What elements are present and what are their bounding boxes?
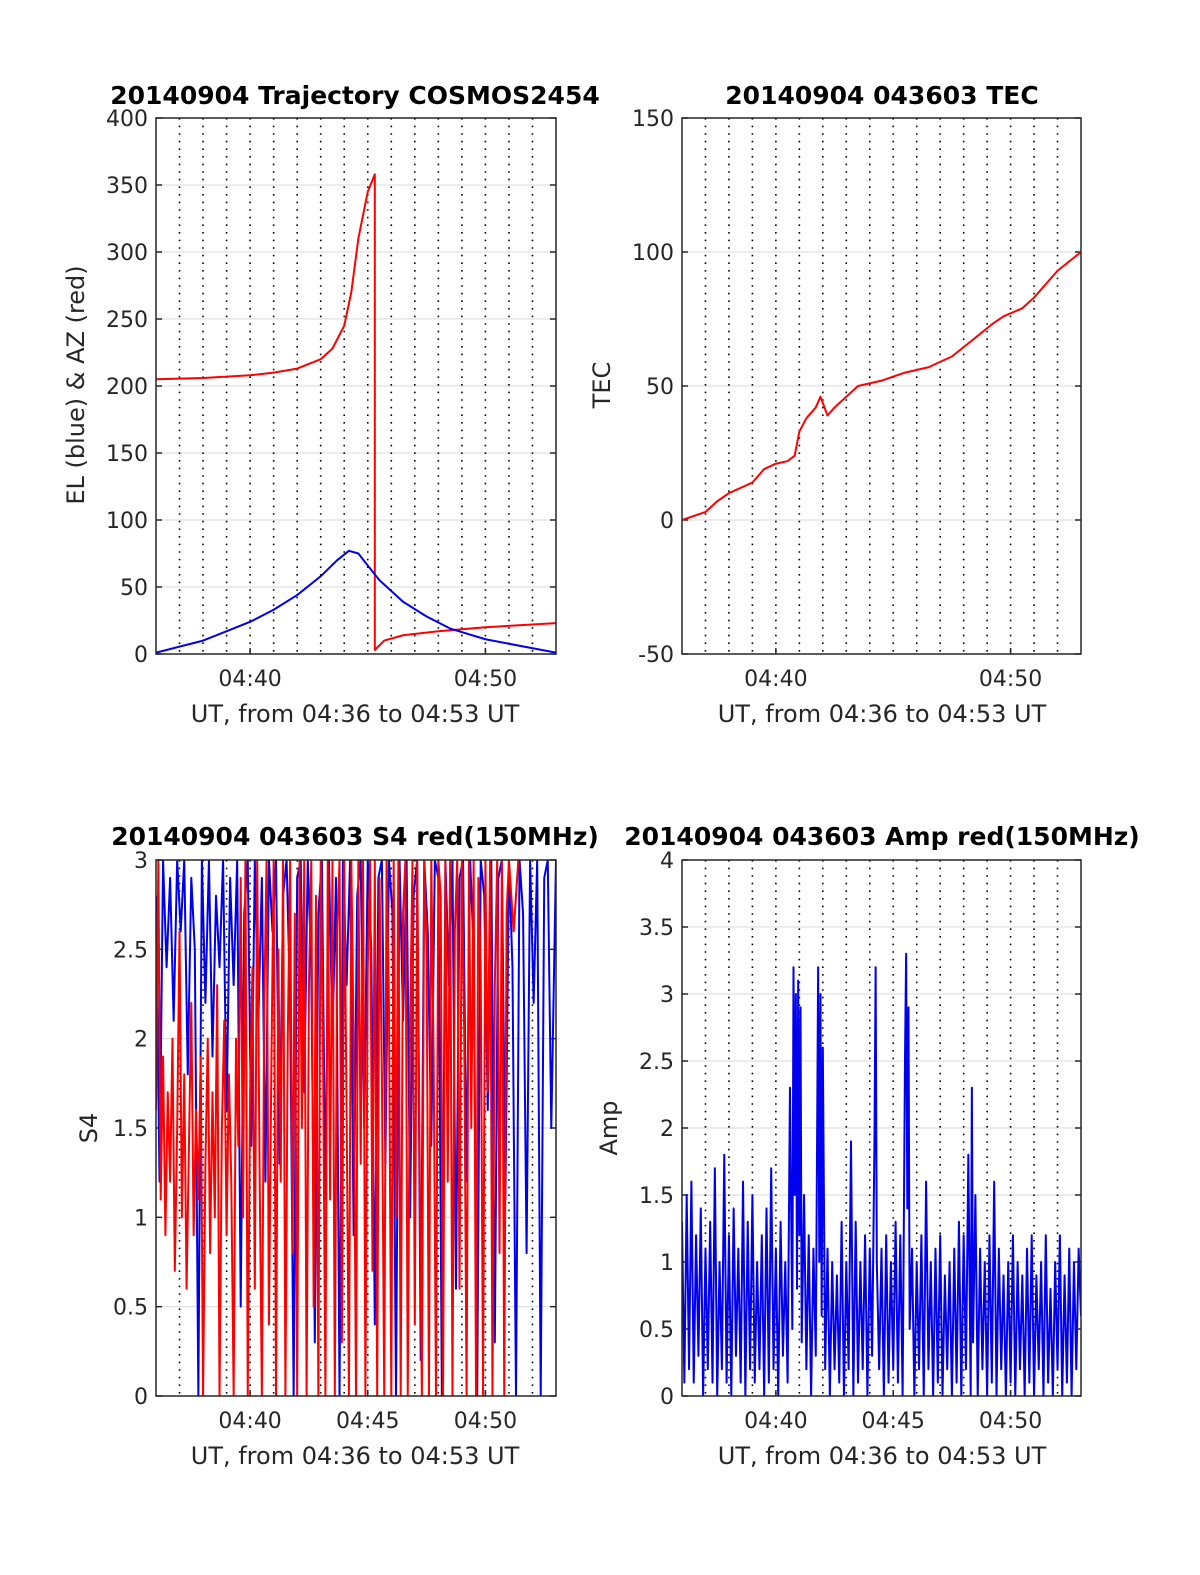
amp-xtick-label: 04:45 — [862, 1409, 925, 1434]
amp-ytick-label: 0.5 — [639, 1318, 674, 1343]
tec-ytick-label: 150 — [632, 107, 674, 132]
s4-series-line-1 — [156, 860, 520, 1396]
trajectory-ytick-label: 300 — [106, 241, 148, 266]
amp-ytick-label: 3.5 — [639, 916, 674, 941]
amp-plot-area: 0 0.5 1 1.5 2 2.5 3 3.5 4 04:40 04:45 04:50 — [639, 849, 1082, 1434]
trajectory-ylabel: EL (blue) & AZ (red) — [62, 265, 90, 504]
trajectory-ytick-label: 200 — [106, 375, 148, 400]
tec-ytick-label: 0 — [660, 509, 674, 534]
trajectory-xlabel: UT, from 04:36 to 04:53 UT — [191, 700, 520, 728]
trajectory-series-line-1 — [156, 549, 556, 654]
trajectory-ytick-label: 50 — [120, 576, 148, 601]
tec-ytick-label: 100 — [632, 241, 674, 266]
trajectory-axes-frame — [155, 117, 557, 655]
s4-title: 20140904 043603 S4 red(150MHz) — [111, 822, 599, 851]
tec-axes-frame — [681, 117, 1082, 655]
s4-ytick-label: 0.5 — [113, 1296, 148, 1321]
s4-ytick-label: 2 — [134, 1028, 148, 1053]
s4-axes-frame — [155, 859, 557, 1397]
trajectory-xtick-label: 04:40 — [218, 667, 281, 692]
s4-ytick-label: 1 — [134, 1206, 148, 1231]
trajectory-xtick-label: 04:50 — [454, 667, 517, 692]
amp-ytick-label: 2 — [660, 1117, 674, 1142]
amp-xtick-label: 04:50 — [979, 1409, 1042, 1434]
s4-ytick-label: 2.5 — [113, 938, 148, 963]
s4-xlabel: UT, from 04:36 to 04:53 UT — [191, 1442, 520, 1470]
trajectory-ytick-label: 250 — [106, 308, 148, 333]
amp-ytick-label: 3 — [660, 983, 674, 1008]
trajectory-ytick-label: 0 — [134, 643, 148, 668]
amp-xtick-label: 04:40 — [744, 1409, 807, 1434]
amp-ytick-label: 2.5 — [639, 1050, 674, 1075]
s4-ytick-label: 1.5 — [113, 1117, 148, 1142]
trajectory-ytick-label: 400 — [106, 107, 148, 132]
trajectory-ytick-label: 100 — [106, 509, 148, 534]
trajectory-panel: 20140904 Trajectory COSMOS2454 UT, from … — [62, 81, 600, 728]
tec-xtick-label: 04:40 — [744, 667, 807, 692]
tec-ylabel: TEC — [588, 362, 616, 410]
s4-ytick-label: 0 — [134, 1385, 148, 1410]
s4-xtick-label: 04:45 — [336, 1409, 399, 1434]
s4-xtick-label: 04:40 — [218, 1409, 281, 1434]
amp-panel: 20140904 043603 Amp red(150MHz) UT, from… — [595, 822, 1140, 1470]
s4-ylabel: S4 — [75, 1113, 103, 1144]
tec-title: 20140904 043603 TEC — [725, 81, 1038, 110]
trajectory-ytick-label: 150 — [106, 442, 148, 467]
s4-panel: 20140904 043603 S4 red(150MHz) UT, from … — [75, 822, 599, 1470]
s4-plot-area: 0 0.5 1 1.5 2 2.5 3 04:40 04:45 04:50 — [113, 849, 557, 1434]
amp-series-line-0 — [682, 952, 1081, 1396]
trajectory-ytick-label: 350 — [106, 174, 148, 199]
tec-xlabel: UT, from 04:36 to 04:53 UT — [718, 700, 1047, 728]
tec-ytick-label: -50 — [638, 643, 674, 668]
tec-xtick-label: 04:50 — [979, 667, 1042, 692]
tec-plot-area: -50 0 50 100 150 04:40 04:50 — [632, 107, 1082, 692]
amp-axes-frame — [681, 859, 1082, 1397]
amp-ylabel: Amp — [595, 1100, 623, 1155]
amp-ytick-label: 1.5 — [639, 1184, 674, 1209]
amp-xlabel: UT, from 04:36 to 04:53 UT — [718, 1442, 1047, 1470]
s4-xtick-label: 04:50 — [454, 1409, 517, 1434]
trajectory-plot-area: 0 50 100 150 200 250 300 350 400 04:40 04:50 — [106, 107, 557, 692]
tec-series-line-0 — [682, 251, 1081, 521]
trajectory-title: 20140904 Trajectory COSMOS2454 — [110, 81, 600, 110]
amp-ytick-label: 1 — [660, 1251, 674, 1276]
s4-ytick-label: 3 — [134, 849, 148, 874]
amp-ytick-label: 0 — [660, 1385, 674, 1410]
amp-title: 20140904 043603 Amp red(150MHz) — [624, 822, 1140, 851]
trajectory-series-line-0 — [156, 173, 556, 651]
tec-ytick-label: 50 — [646, 375, 674, 400]
tec-panel: 20140904 043603 TEC UT, from 04:36 to 04… — [588, 81, 1082, 728]
amp-ytick-label: 4 — [660, 849, 674, 874]
